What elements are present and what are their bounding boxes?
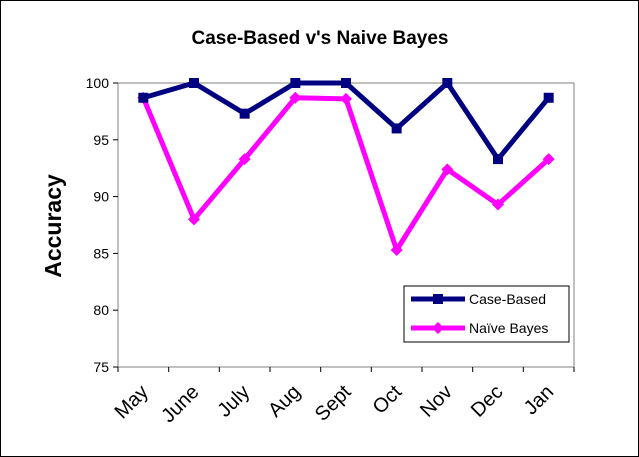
x-tick-label: May — [111, 381, 153, 423]
legend-box — [403, 285, 570, 343]
legend-swatch-marker — [432, 322, 444, 334]
x-tick-label: Oct — [369, 381, 407, 419]
data-point-na-ve-bayes — [441, 163, 454, 176]
y-axis: 75 80 85 90 95 100 — [86, 75, 118, 375]
data-point-case-based — [493, 154, 503, 165]
data-point-case-based — [391, 123, 402, 134]
y-tick-label: 95 — [93, 132, 109, 148]
data-point-case-based — [543, 92, 554, 103]
y-tick-label: 85 — [93, 245, 109, 261]
data-point-na-ve-bayes — [340, 92, 352, 105]
data-point-case-based — [239, 108, 250, 119]
data-point-na-ve-bayes — [542, 153, 555, 166]
x-tick-label: June — [157, 381, 203, 427]
x-tick-label: July — [213, 381, 254, 422]
data-point-case-based — [189, 78, 199, 88]
legend-entry-na-ve-bayes: Naïve Bayes — [411, 320, 548, 336]
data-point-na-ve-bayes — [390, 243, 403, 256]
data-point-case-based — [138, 92, 149, 103]
chart-title: Case-Based v's Naive Bayes — [192, 28, 449, 49]
x-axis: May June July Aug Sept Oct Nov Dec Jan — [111, 367, 575, 427]
y-tick-label: 80 — [93, 302, 109, 318]
x-tick-label: Aug — [264, 381, 305, 422]
legend-entry-case-based: Case-Based — [411, 291, 546, 307]
series-layer — [137, 78, 555, 256]
data-point-na-ve-bayes — [238, 153, 251, 166]
data-point-case-based — [341, 78, 351, 88]
data-point-case-based — [290, 78, 301, 88]
legend: Case-Based Naïve Bayes — [403, 285, 570, 343]
legend-swatch-marker — [433, 294, 443, 304]
x-tick-label: Jan — [520, 381, 558, 419]
data-point-case-based — [442, 78, 453, 88]
legend-label: Naïve Bayes — [469, 320, 548, 336]
y-tick-label: 90 — [93, 189, 109, 205]
y-axis-label: Accuracy — [40, 174, 66, 278]
legend-label: Case-Based — [469, 291, 546, 307]
data-point-na-ve-bayes — [289, 91, 302, 104]
x-tick-label: Dec — [467, 381, 508, 422]
y-tick-label: 75 — [93, 359, 109, 375]
data-point-na-ve-bayes — [188, 213, 200, 226]
y-tick-label: 100 — [86, 75, 110, 91]
x-tick-label: Sept — [311, 381, 356, 426]
data-point-na-ve-bayes — [492, 198, 504, 211]
x-tick-label: Nov — [416, 381, 457, 422]
series-case-based — [138, 78, 554, 165]
